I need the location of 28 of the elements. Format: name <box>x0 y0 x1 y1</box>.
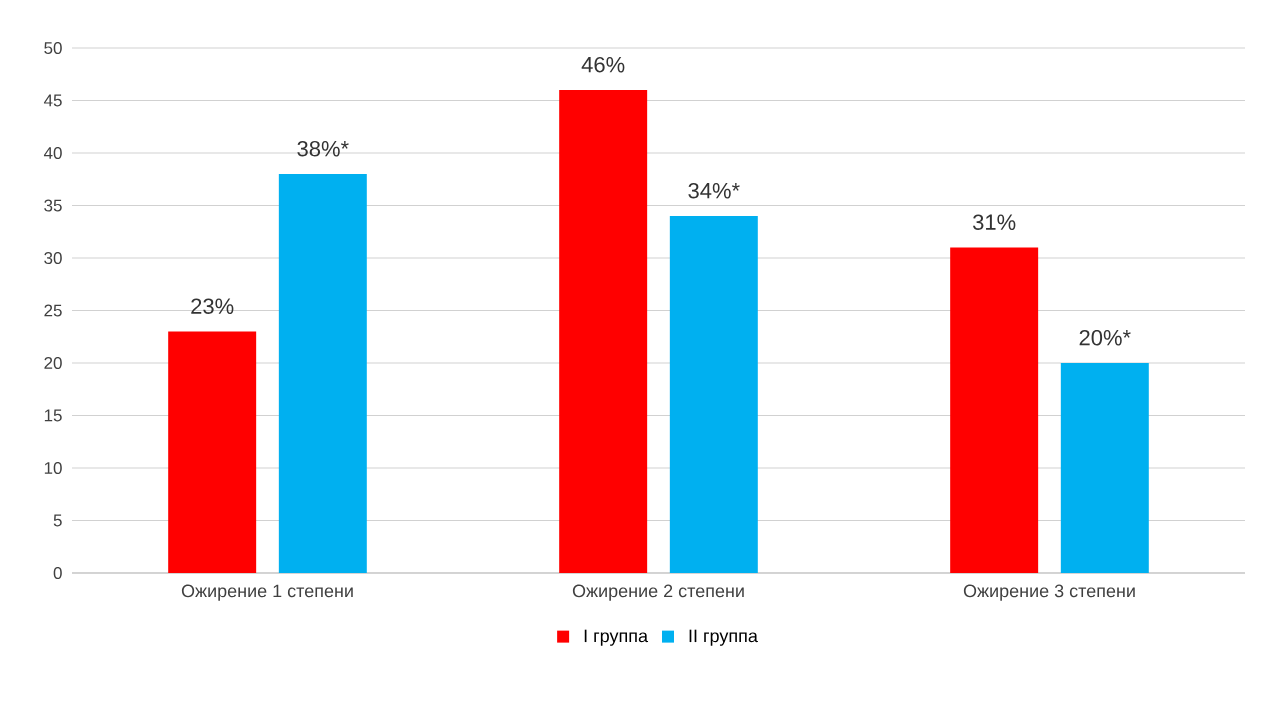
y-tick-label: 15 <box>44 409 62 422</box>
x-tick-label: Ожирение 1 степени <box>181 584 353 601</box>
legend-label: II группа <box>689 629 758 646</box>
y-tick-label: 50 <box>44 41 62 55</box>
y-tick-label: 25 <box>44 304 62 317</box>
bar <box>278 174 367 573</box>
y-tick-label: 45 <box>43 94 62 107</box>
data-label: 23% <box>191 298 234 314</box>
data-label: 31% <box>972 214 1016 230</box>
bar <box>1060 363 1149 573</box>
y-tick-label: 35 <box>44 199 62 212</box>
data-label: 20%* <box>1079 329 1131 346</box>
x-tick-label: Ожирение 3 степени <box>963 584 1135 601</box>
y-tick-label: 20 <box>44 356 62 370</box>
y-tick-label: 5 <box>53 514 62 527</box>
y-tick-label: 10 <box>44 461 62 475</box>
bar <box>669 216 758 573</box>
bar <box>950 247 1039 573</box>
data-label: 46% <box>581 56 625 73</box>
x-tick-label: Ожирение 2 степени <box>572 584 744 601</box>
data-label: 38%* <box>297 140 349 157</box>
bar <box>168 331 257 573</box>
y-tick-label: 0 <box>53 566 62 580</box>
legend-label: I группа <box>584 629 649 646</box>
y-tick-label: 40 <box>43 146 62 160</box>
y-tick-label: 30 <box>44 251 62 265</box>
data-label: 34%* <box>688 182 740 199</box>
bar <box>559 90 648 573</box>
